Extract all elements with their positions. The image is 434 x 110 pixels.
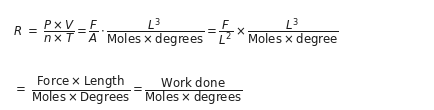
Text: $R \ = \ \dfrac{P \times V}{n \times T} = \dfrac{F}{A} \cdot \dfrac{L^{3}}{\math: $R \ = \ \dfrac{P \times V}{n \times T} …: [13, 16, 338, 50]
Text: $= \ \dfrac{\mathrm{Force} \times \mathrm{Length}}{\mathrm{Moles} \times \mathrm: $= \ \dfrac{\mathrm{Force} \times \mathr…: [13, 73, 242, 107]
